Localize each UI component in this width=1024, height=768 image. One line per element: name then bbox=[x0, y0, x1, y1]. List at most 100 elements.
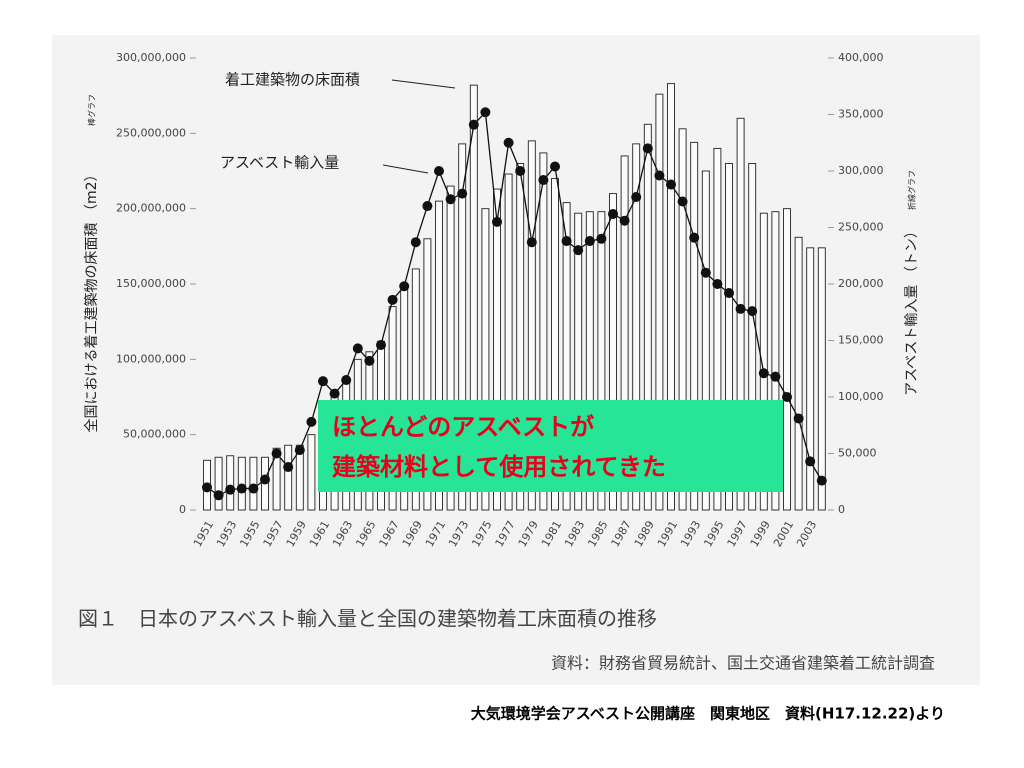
bar bbox=[748, 163, 757, 511]
bar bbox=[736, 117, 745, 511]
line-point bbox=[422, 201, 433, 212]
y2-tick-label: 200,000 bbox=[838, 277, 884, 290]
y2-axis-title: アスベスト輸入量 （トン） bbox=[904, 224, 920, 396]
line-point bbox=[225, 484, 236, 495]
line-point bbox=[445, 194, 456, 205]
bar bbox=[527, 140, 536, 511]
bar-annotation: 着工建築物の床面積 bbox=[225, 71, 360, 89]
y2-axis-note: 折線グラフ bbox=[907, 170, 917, 210]
line-point bbox=[457, 188, 468, 199]
bar bbox=[771, 211, 780, 511]
bar bbox=[585, 211, 594, 511]
y2-tick-label: 0 bbox=[838, 503, 845, 516]
line-point bbox=[236, 483, 247, 494]
y-tick-label: 150,000,000 bbox=[116, 277, 186, 290]
line-point bbox=[318, 376, 328, 387]
line-point bbox=[376, 340, 386, 351]
line-point bbox=[573, 245, 584, 256]
bar bbox=[678, 128, 687, 511]
line-point bbox=[677, 196, 688, 207]
bar bbox=[516, 163, 525, 511]
bar bbox=[469, 84, 478, 511]
line-point bbox=[758, 368, 769, 379]
line-point bbox=[550, 161, 560, 172]
bar bbox=[435, 200, 443, 511]
bar bbox=[562, 202, 571, 511]
line-point bbox=[805, 456, 816, 467]
annotation-arrow bbox=[391, 79, 456, 89]
scan-background bbox=[52, 35, 980, 685]
bar bbox=[272, 447, 281, 511]
bar bbox=[226, 455, 235, 511]
callout-text: 建築材料として使用されてきた bbox=[332, 453, 666, 481]
line-point bbox=[712, 279, 723, 289]
line-point bbox=[642, 143, 653, 154]
line-point bbox=[399, 281, 410, 292]
line-point bbox=[213, 490, 224, 501]
y-tick-label: 0 bbox=[179, 503, 186, 516]
line-point bbox=[666, 179, 676, 190]
bar bbox=[411, 268, 420, 511]
bar bbox=[794, 236, 803, 511]
y-tick-label: 250,000,000 bbox=[116, 126, 186, 139]
y-axis-note: 棒グラフ bbox=[87, 94, 97, 126]
line-point bbox=[747, 306, 758, 317]
line-point bbox=[492, 216, 502, 227]
line-point bbox=[352, 343, 363, 354]
line-point bbox=[515, 166, 526, 176]
line-point bbox=[341, 375, 352, 386]
line-point bbox=[608, 208, 618, 219]
line-point bbox=[480, 107, 491, 118]
figure-caption: 図１ 日本のアスベスト輸入量と全国の建築物着工床面積の推移 bbox=[78, 607, 657, 631]
line-point bbox=[538, 175, 549, 186]
bar bbox=[783, 208, 791, 511]
bar bbox=[493, 188, 501, 511]
bar bbox=[620, 155, 629, 511]
line-point bbox=[782, 392, 792, 402]
line-point bbox=[248, 483, 259, 494]
bar bbox=[667, 83, 675, 511]
annotation-arrow bbox=[382, 164, 429, 174]
line-point bbox=[596, 233, 607, 244]
bar bbox=[713, 147, 722, 511]
line-point bbox=[260, 474, 270, 485]
line-point bbox=[700, 267, 711, 278]
y-axis-title: 全国における着工建築物の床面積 （m2） bbox=[83, 168, 100, 433]
bar bbox=[759, 212, 768, 511]
line-point bbox=[283, 462, 294, 473]
line-point bbox=[294, 445, 305, 456]
line-point bbox=[770, 371, 781, 382]
bar bbox=[458, 143, 467, 511]
line-point bbox=[202, 482, 212, 493]
y-tick-label: 300,000,000 bbox=[116, 51, 186, 64]
line-point bbox=[561, 236, 572, 247]
line-point bbox=[631, 191, 642, 202]
bar bbox=[551, 178, 559, 511]
bar bbox=[655, 93, 664, 511]
line-point bbox=[410, 237, 421, 248]
y2-tick-label: 400,000 bbox=[838, 51, 884, 64]
y2-tick-label: 300,000 bbox=[838, 164, 884, 177]
line-point bbox=[793, 413, 804, 424]
line-point bbox=[584, 236, 595, 247]
line-point bbox=[816, 475, 827, 486]
bar bbox=[725, 163, 733, 511]
line-point bbox=[434, 166, 444, 176]
y2-tick-label: 150,000 bbox=[838, 334, 884, 347]
line-point bbox=[689, 232, 700, 243]
callout-box bbox=[318, 400, 783, 492]
figure-source: 資料：財務省貿易統計、国土交通省建築着工統計調査 bbox=[551, 654, 935, 673]
bar bbox=[214, 456, 223, 511]
line-point bbox=[526, 237, 537, 248]
bar bbox=[597, 211, 606, 511]
y2-tick-label: 250,000 bbox=[838, 221, 884, 234]
y-tick-label: 50,000,000 bbox=[123, 428, 186, 441]
line-point bbox=[619, 215, 630, 226]
bar bbox=[817, 247, 826, 511]
bar bbox=[307, 434, 316, 511]
bar bbox=[504, 173, 513, 511]
footer: 大気環境学会アスベスト公開講座 関東地区 資料(H17.12.22)より bbox=[471, 705, 945, 723]
bar bbox=[539, 152, 548, 511]
bar bbox=[609, 193, 617, 511]
